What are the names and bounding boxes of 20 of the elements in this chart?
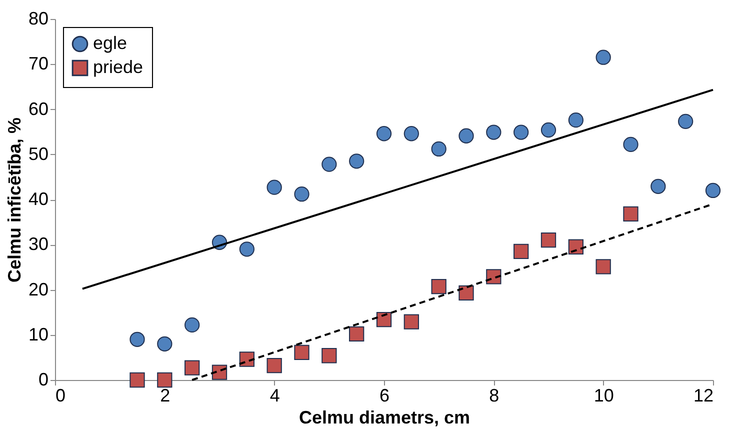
x-tick-label: 4 [270,386,280,406]
y-tick-label: 80 [28,8,48,28]
x-tick-label: 6 [379,386,390,406]
y-tick-label: 60 [28,98,48,119]
x-tick-label: 12 [693,386,714,406]
x-tick-label: 8 [489,386,500,406]
x-tick-label: 0 [56,386,66,406]
y-tick-label: 40 [28,189,48,209]
x-tick-label: 10 [594,386,614,406]
y-axis-title: Celmu inficētība, % [4,117,24,283]
y-tick-label: 20 [28,279,48,300]
legend-label: priede [93,57,144,77]
y-tick-label: 10 [28,324,48,344]
y-tick-label: 70 [28,54,48,74]
y-tick-label: 0 [38,370,48,390]
legend-label: egle [93,33,128,53]
x-axis-title: Celmu diametrs, cm [298,408,470,428]
y-tick-label: 30 [28,234,48,254]
x-tick-label: 2 [160,386,170,406]
y-tick-label: 50 [28,144,48,164]
